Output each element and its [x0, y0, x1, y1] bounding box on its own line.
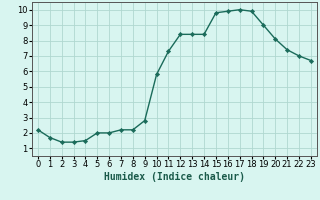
- X-axis label: Humidex (Indice chaleur): Humidex (Indice chaleur): [104, 172, 245, 182]
